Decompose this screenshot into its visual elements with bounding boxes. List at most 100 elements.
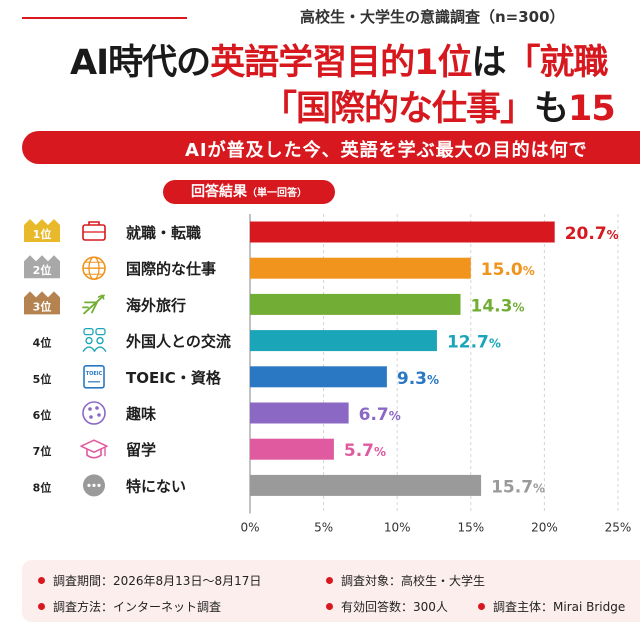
category-label: 就職・転職 [126,224,201,242]
headline-part: は [471,43,506,83]
briefcase-icon [82,221,106,241]
icon-part [82,401,106,425]
icon-part [95,406,99,410]
value-label: 6.7% [359,405,401,425]
survey-method-text: 調査方法：インターネット調査 [53,600,222,614]
survey-target-text: 調査対象：高校生・大学生 [341,574,486,588]
icon-part [96,336,104,345]
value-label: 15.0% [481,260,535,280]
rank-medal-icon [24,255,60,279]
people-chat-icon [82,327,107,353]
bar [250,293,461,315]
survey-info-box: 調査期間：2026年8月13日〜8月17日 調査対象：高校生・大学生 調査方法：… [22,560,640,622]
bullet-dot [326,603,333,610]
rank-label: 5位 [33,372,52,386]
headline-highlight: 15 [568,89,616,129]
icon-part [85,336,93,345]
headline-highlight: 英語学習目的1位 [210,43,472,83]
x-tick-label: 10% [384,521,411,535]
icon-part [92,483,96,487]
category-label: 海外旅行 [126,296,186,314]
survey-organizer: 調査主体：Mirai Bridge [478,598,625,615]
chart-row: 2位 国際的な仕事 15.0% [24,255,535,280]
rank-medal-icon [24,219,60,242]
chart-row: 6位 趣味 6.7% [33,401,401,425]
bar [250,366,387,388]
chart-row: 1位 就職・転職 20.7% [24,219,619,244]
rank-label: 6位 [33,408,52,422]
rank-label: 3位 [33,299,52,313]
chart-row: 4位 外国人との交流 12.7% [33,327,501,353]
headline-highlight: 「国際的な仕事」 [262,89,535,129]
survey-method: 調査方法：インターネット調査 [38,598,221,615]
category-label: 特にない [126,477,186,495]
chart-rows: 1位 就職・転職 20.7% 2位 国際的な仕事 15.0% 3位 海外旅行 14.3% 4位 外国… [24,219,619,497]
icon-part [89,415,93,419]
rank-label: 2位 [33,263,52,277]
bar-chart: 1位 就職・転職 20.7% 2位 国際的な仕事 15.0% 3位 海外旅行 14.3% 4位 外国… [24,214,631,535]
category-label: TOEIC・資格 [126,369,222,387]
chart-row: 5位 TOEIC TOEIC・資格 9.3% [33,365,439,389]
value-label: 14.3% [470,296,524,316]
icon-part [82,346,107,353]
x-tick-label: 20% [531,521,558,535]
chart-x-axis: 0% 5% 10% 15% 20% 25% [240,521,631,535]
bar [250,221,555,243]
x-tick-label: 25% [605,521,632,535]
category-label: 留学 [126,441,156,459]
bar [250,474,482,496]
value-label: 5.7% [344,441,386,461]
survey-responses-text: 有効回答数：300人 [341,600,448,614]
icon-part [88,221,100,225]
icon-part [86,449,102,459]
category-label: 国際的な仕事 [126,260,216,278]
icon-part [83,327,94,336]
answer-type-pill: 回答結果（単一回答） [163,180,335,204]
answer-pill-sub: （単一回答） [247,188,307,199]
survey-organizer-text: 調査主体：Mirai Bridge [493,600,626,614]
rank-label: 8位 [33,480,52,494]
headline-line-2: 「国際的な仕事」も15 [262,80,616,131]
icon-part [83,365,105,389]
value-label: 15.7% [491,477,545,497]
ellipsis-icon [83,474,105,497]
headline-highlight: 「就職 [505,43,609,83]
rank-medal-icon [24,291,60,315]
survey-period: 調査期間：2026年8月13日〜8月17日 [38,572,261,589]
icon-part [97,413,101,417]
headline-part: も [534,89,569,129]
rank-label: 1位 [33,227,52,241]
survey-responses: 有効回答数：300人 [326,598,448,615]
headline-line-1: AI時代の英語学習目的1位は「就職 [70,34,609,85]
headline-part: AI時代の [70,43,211,83]
globe-icon [82,256,106,281]
top-accent-rule [22,17,187,19]
value-label: 20.7% [565,224,619,244]
chart-row: 3位 海外旅行 14.3% [24,291,524,316]
bar [250,402,349,424]
bullet-dot [38,577,45,584]
bullet-dot [478,603,485,610]
bar [250,257,471,279]
value-label: 12.7% [447,333,501,353]
survey-period-text: 調査期間：2026年8月13日〜8月17日 [53,574,262,588]
icon-part: TOEIC [86,371,103,377]
bar [250,438,334,460]
answer-pill-label: 回答結果 [191,184,247,200]
chart-row: 7位 留学 5.7% [33,438,386,461]
survey-target: 調査対象：高校生・大学生 [326,572,485,589]
bullet-dot [38,603,45,610]
bullet-dot [326,577,333,584]
x-tick-label: 0% [240,521,259,535]
icon-part [88,407,92,411]
toeic-book-icon: TOEIC [83,365,105,389]
rank-label: 4位 [33,336,52,350]
question-text: AIが普及した今、英語を学ぶ最大の目的は何で [185,140,588,161]
icon-part [97,294,105,300]
airplane-icon [82,294,105,315]
icon-part [87,483,91,487]
hobby-palette-icon [82,401,106,425]
x-tick-label: 15% [457,521,484,535]
question-banner [22,131,640,164]
category-label: 趣味 [125,405,156,423]
